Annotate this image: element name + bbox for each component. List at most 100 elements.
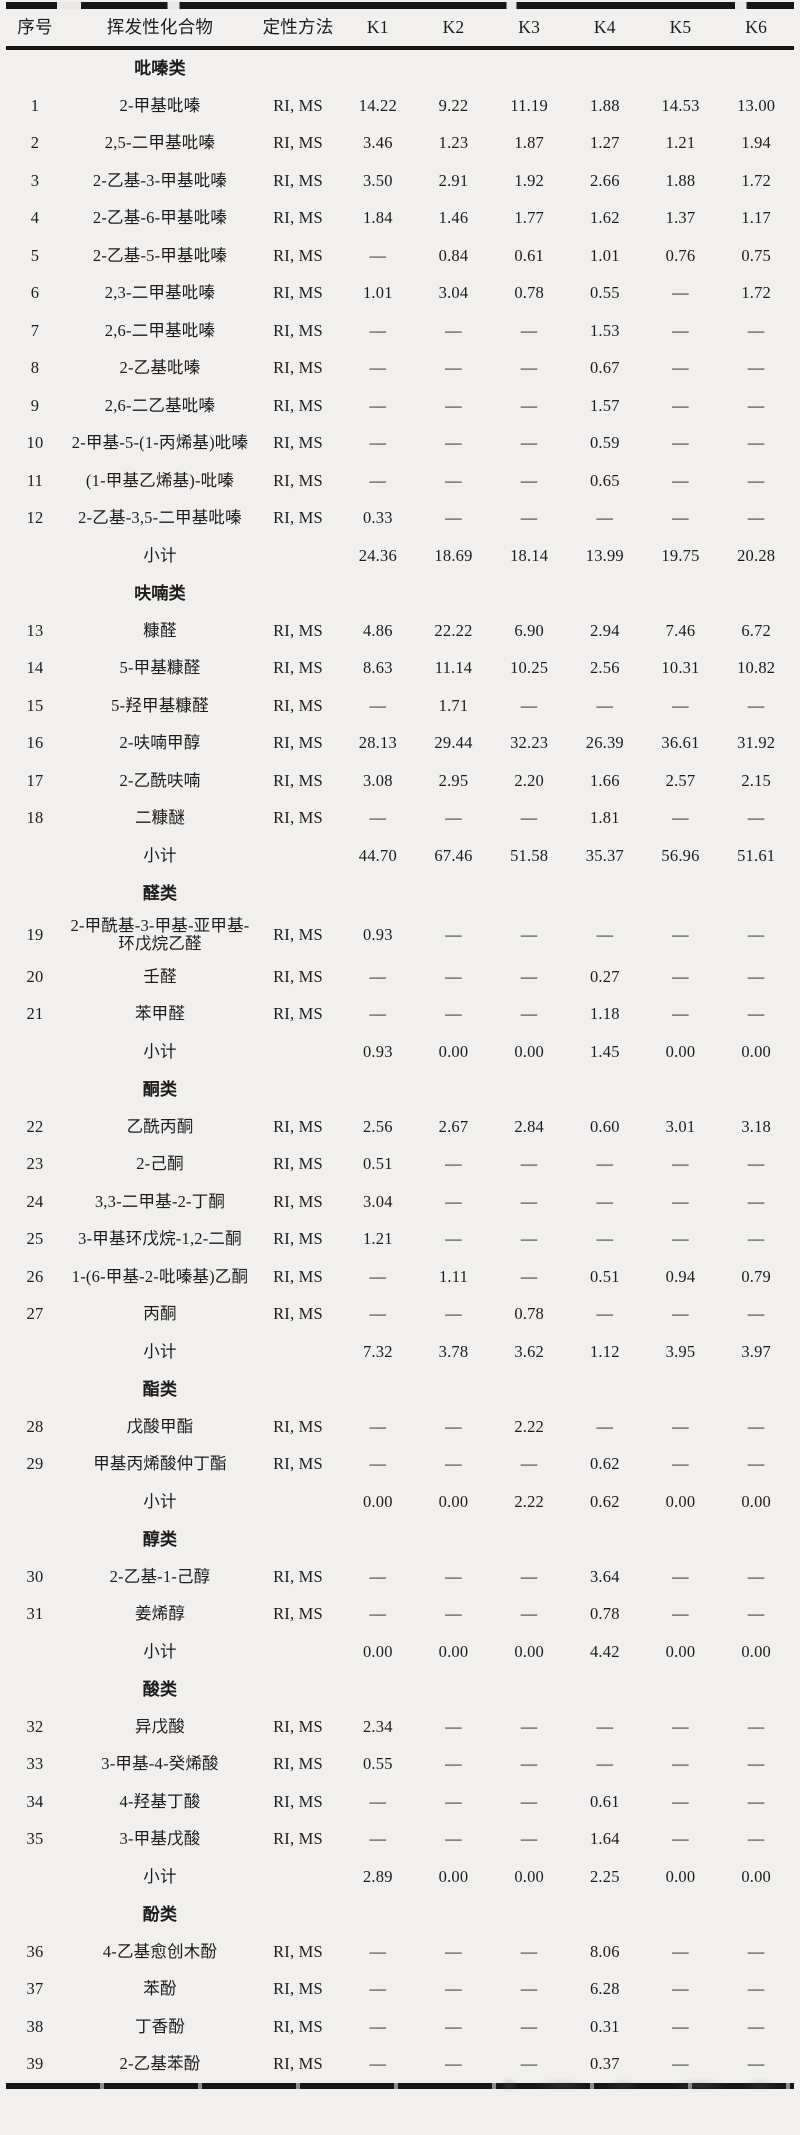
qualitative-method: RI, MS bbox=[273, 1979, 323, 1999]
table-row: 11 (1-甲基乙烯基)-吡嗪 RI, MS — — — 0.65 — — bbox=[6, 463, 794, 501]
table-row: 13 糠醛 RI, MS 4.86 22.22 6.90 2.94 7.46 6… bbox=[6, 613, 794, 651]
table-row: 12 2-乙基-3,5-二甲基吡嗪 RI, MS 0.33 — — — — — bbox=[6, 500, 794, 538]
value-k5: — bbox=[672, 320, 689, 340]
value-k6: — bbox=[747, 924, 765, 944]
compound-name: 二糠醚 bbox=[134, 808, 186, 828]
empty-cell bbox=[256, 592, 340, 596]
empty-cell bbox=[491, 1913, 567, 1917]
value-k4: 1.88 bbox=[589, 95, 620, 115]
value-k2: — bbox=[445, 1566, 462, 1586]
value-k4: — bbox=[596, 924, 614, 944]
row-number: 5 bbox=[30, 245, 40, 265]
empty-cell bbox=[567, 1088, 643, 1092]
value-k5: — bbox=[672, 1304, 689, 1324]
subtotal-k6: 0.00 bbox=[741, 1641, 771, 1661]
section-name: 醇类 bbox=[142, 1529, 178, 1549]
value-k6: — bbox=[747, 1941, 765, 1961]
section-header-row: 醇类 bbox=[6, 1521, 794, 1559]
table-row: 2 2,5-二甲基吡嗪 RI, MS 3.46 1.23 1.87 1.27 1… bbox=[6, 125, 794, 163]
value-k2: — bbox=[445, 508, 462, 528]
value-k5: 3.01 bbox=[665, 1116, 696, 1136]
value-k3: 1.87 bbox=[514, 133, 544, 153]
value-k5: — bbox=[672, 1454, 689, 1474]
empty-cell bbox=[6, 854, 64, 858]
subtotal-k5: 56.96 bbox=[661, 845, 700, 865]
value-k1: 0.51 bbox=[362, 1154, 393, 1174]
section-header-row: 呋喃类 bbox=[6, 575, 794, 613]
value-k2: — bbox=[445, 924, 462, 944]
empty-cell bbox=[6, 1500, 64, 1504]
empty-cell bbox=[256, 554, 340, 558]
value-k4: 8.06 bbox=[589, 1941, 620, 1961]
qualitative-method: RI, MS bbox=[273, 245, 323, 265]
value-k2: — bbox=[445, 320, 462, 340]
value-k1: 3.46 bbox=[362, 133, 393, 153]
value-k5: 14.53 bbox=[661, 95, 700, 115]
qualitative-method: RI, MS bbox=[273, 208, 323, 228]
row-number: 10 bbox=[26, 433, 44, 453]
compound-name: 2-乙基-3,5-二甲基吡嗪 bbox=[78, 508, 242, 528]
row-number: 37 bbox=[26, 1979, 44, 1999]
table-row: 35 3-甲基戊酸 RI, MS — — — 1.64 — — bbox=[6, 1821, 794, 1859]
compound-name: 甲基丙烯酸仲丁酯 bbox=[93, 1454, 227, 1474]
subtotal-row: 小计 7.32 3.78 3.62 1.12 3.95 3.97 bbox=[6, 1333, 794, 1371]
value-k4: 3.64 bbox=[589, 1566, 620, 1586]
row-number: 32 bbox=[26, 1716, 44, 1736]
row-number: 11 bbox=[26, 470, 44, 490]
compound-name: 5-甲基糠醛 bbox=[119, 658, 201, 678]
value-k3: — bbox=[520, 508, 538, 528]
value-k1: — bbox=[369, 1416, 387, 1436]
value-k5: — bbox=[672, 1941, 689, 1961]
value-k4: — bbox=[596, 1229, 614, 1249]
row-number: 7 bbox=[30, 320, 40, 340]
value-k4: — bbox=[596, 1191, 614, 1211]
value-k6: — bbox=[747, 1229, 765, 1249]
value-k3: — bbox=[520, 358, 538, 378]
value-k2: — bbox=[445, 395, 462, 415]
value-k4: 0.27 bbox=[589, 966, 620, 986]
value-k3: — bbox=[520, 1604, 538, 1624]
qualitative-method: RI, MS bbox=[273, 170, 323, 190]
row-number: 15 bbox=[26, 695, 44, 715]
row-number: 27 bbox=[26, 1304, 44, 1324]
value-k4: 1.18 bbox=[589, 1004, 620, 1024]
row-number: 20 bbox=[26, 966, 44, 986]
subtotal-k6: 20.28 bbox=[737, 545, 776, 565]
row-number: 6 bbox=[30, 283, 40, 303]
table-row: 17 2-乙酰呋喃 RI, MS 3.08 2.95 2.20 1.66 2.5… bbox=[6, 763, 794, 801]
subtotal-label: 小计 bbox=[143, 1491, 177, 1511]
column-header: 挥发性化合物 bbox=[106, 17, 214, 38]
value-k1: 0.33 bbox=[362, 508, 393, 528]
value-k1: 1.01 bbox=[362, 283, 393, 303]
value-k2: — bbox=[445, 1229, 462, 1249]
value-k2: 0.84 bbox=[438, 245, 469, 265]
subtotal-row: 小计 44.70 67.46 51.58 35.37 56.96 51.61 bbox=[6, 838, 794, 876]
subtotal-row: 小计 0.93 0.00 0.00 1.45 0.00 0.00 bbox=[6, 1033, 794, 1071]
empty-cell bbox=[340, 892, 416, 896]
subtotal-k6: 51.61 bbox=[737, 845, 776, 865]
table-row: 22 乙酰丙酮 RI, MS 2.56 2.67 2.84 0.60 3.01 … bbox=[6, 1108, 794, 1146]
column-header: K2 bbox=[442, 17, 465, 38]
value-k1: — bbox=[369, 2054, 387, 2074]
value-k6: — bbox=[747, 508, 765, 528]
qualitative-method: RI, MS bbox=[273, 1304, 323, 1324]
value-k1: — bbox=[369, 433, 387, 453]
qualitative-method: RI, MS bbox=[273, 966, 323, 986]
table-row: 37 苯酚 RI, MS — — — 6.28 — — bbox=[6, 1971, 794, 2009]
row-number: 38 bbox=[26, 2016, 44, 2036]
compound-name: 2-甲基吡嗪 bbox=[119, 95, 201, 115]
value-k6: — bbox=[747, 1716, 765, 1736]
value-k5: — bbox=[672, 2016, 689, 2036]
value-k2: 29.44 bbox=[434, 733, 473, 753]
empty-cell bbox=[340, 67, 416, 71]
empty-cell bbox=[256, 854, 340, 858]
table-row: 7 2,6-二甲基吡嗪 RI, MS — — — 1.53 — — bbox=[6, 313, 794, 351]
empty-cell bbox=[256, 1538, 340, 1542]
empty-cell bbox=[340, 1388, 416, 1392]
qualitative-method: RI, MS bbox=[273, 433, 323, 453]
table-row: 18 二糠醚 RI, MS — — — 1.81 — — bbox=[6, 800, 794, 838]
empty-cell bbox=[6, 1050, 64, 1054]
row-number: 3 bbox=[30, 170, 40, 190]
value-k3: — bbox=[520, 924, 538, 944]
value-k5: 2.57 bbox=[665, 770, 696, 790]
